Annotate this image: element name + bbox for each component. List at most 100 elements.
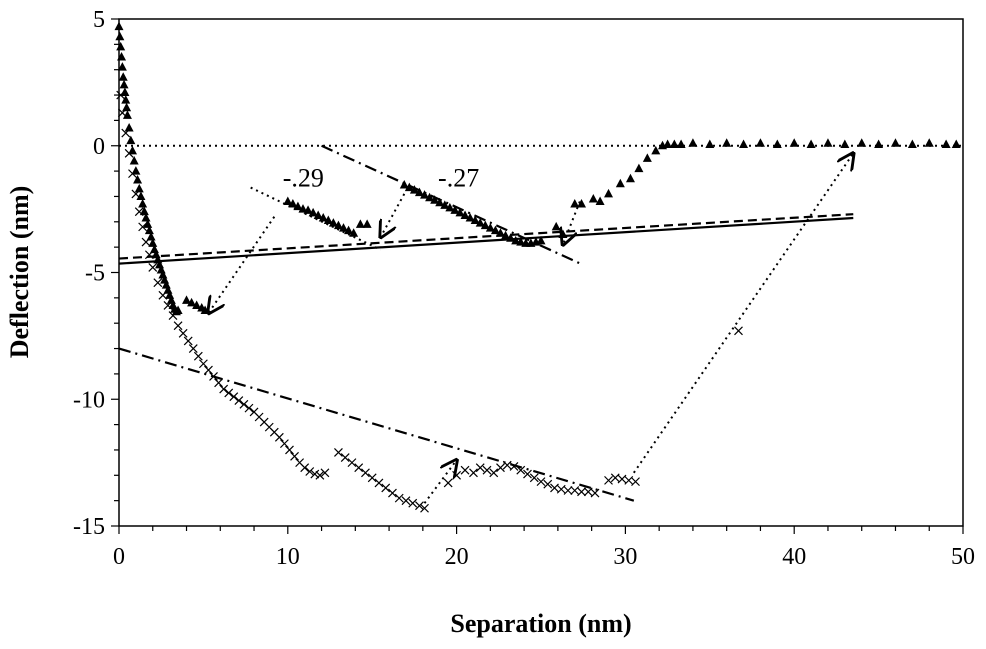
retraction-point bbox=[144, 250, 154, 260]
x-tick-label: 40 bbox=[782, 544, 806, 570]
y-tick-label: 5 bbox=[93, 7, 105, 33]
slope-annotation: -.29 bbox=[283, 163, 324, 192]
approach-point bbox=[136, 191, 146, 200]
approach-point bbox=[118, 72, 128, 81]
y-tick-label: -10 bbox=[73, 387, 105, 413]
retraction-point bbox=[173, 321, 183, 331]
retraction-point bbox=[279, 439, 289, 449]
approach-point bbox=[173, 305, 183, 315]
retraction-point bbox=[367, 473, 377, 483]
retraction-point bbox=[604, 475, 613, 485]
approach-point bbox=[501, 230, 511, 240]
approach-point bbox=[907, 139, 917, 148]
approach-point bbox=[840, 139, 850, 148]
retraction-point bbox=[219, 384, 229, 394]
approach-point bbox=[303, 205, 313, 214]
approach-point bbox=[588, 193, 598, 203]
retraction-point bbox=[158, 290, 168, 300]
retraction-point bbox=[141, 237, 151, 247]
retraction-point bbox=[489, 468, 499, 478]
retraction-point bbox=[523, 469, 532, 479]
approach-point bbox=[789, 138, 799, 147]
approach-point bbox=[440, 200, 450, 209]
approach-point bbox=[516, 237, 526, 246]
approach-point bbox=[577, 199, 587, 208]
approach-point bbox=[318, 212, 328, 222]
retraction-point bbox=[198, 359, 208, 369]
retraction-point bbox=[631, 477, 640, 487]
x-tick-label: 30 bbox=[613, 544, 637, 570]
retraction-point bbox=[315, 470, 325, 480]
arrow-jump-2 bbox=[381, 193, 406, 237]
retraction-point bbox=[452, 470, 462, 480]
retraction-point bbox=[496, 463, 505, 473]
approach-point bbox=[536, 235, 546, 245]
x-tick-label: 0 bbox=[113, 544, 125, 570]
approach-point bbox=[293, 201, 303, 211]
approach-point bbox=[669, 139, 679, 148]
approach-point bbox=[399, 180, 409, 189]
x-tick-label: 20 bbox=[445, 544, 469, 570]
approach-point bbox=[490, 225, 500, 235]
approach-point bbox=[124, 123, 134, 132]
retraction-point bbox=[394, 493, 404, 503]
approach-point bbox=[333, 220, 343, 230]
retraction-point bbox=[138, 222, 148, 232]
approach-point bbox=[133, 174, 143, 184]
retraction-point bbox=[229, 392, 239, 402]
dashed-trend-line bbox=[118, 213, 854, 260]
retraction-point bbox=[381, 483, 391, 493]
approach-point bbox=[139, 206, 149, 216]
retraction-point bbox=[153, 278, 163, 288]
approach-point bbox=[323, 215, 333, 225]
approach-point bbox=[480, 220, 490, 230]
x-tick-label: 10 bbox=[276, 544, 300, 570]
approach-point bbox=[475, 218, 485, 227]
approach-point bbox=[705, 139, 715, 148]
retraction-point bbox=[550, 483, 559, 493]
retraction-point bbox=[482, 465, 492, 475]
approach-point bbox=[308, 207, 318, 217]
approach-point bbox=[117, 62, 127, 71]
approach-point bbox=[460, 210, 470, 219]
approach-point bbox=[187, 297, 197, 307]
y-tick-label: -15 bbox=[73, 514, 105, 540]
retraction-point bbox=[469, 468, 478, 478]
approach-point bbox=[941, 139, 951, 148]
retraction-point bbox=[734, 326, 743, 336]
retraction-point bbox=[556, 484, 566, 494]
approach-point bbox=[722, 138, 732, 147]
approach-point bbox=[470, 215, 480, 225]
retraction-point bbox=[415, 501, 424, 511]
retraction-point bbox=[234, 396, 244, 405]
retraction-point bbox=[388, 488, 397, 498]
retraction-point bbox=[168, 311, 178, 321]
approach-point bbox=[511, 235, 521, 245]
approach-point bbox=[414, 187, 424, 197]
approach-point bbox=[823, 138, 833, 147]
approach-point bbox=[663, 139, 673, 148]
approach-point bbox=[144, 225, 154, 235]
retraction-point bbox=[310, 469, 320, 479]
retraction-point bbox=[163, 301, 173, 310]
approach-point bbox=[119, 79, 129, 89]
approach-point bbox=[874, 139, 884, 148]
approach-point bbox=[642, 153, 652, 162]
approach-point bbox=[806, 139, 816, 148]
retraction-point bbox=[583, 487, 593, 497]
approach-point bbox=[148, 238, 158, 247]
retraction-point bbox=[193, 351, 203, 361]
retraction-point bbox=[617, 474, 627, 484]
plot-frame bbox=[118, 18, 964, 527]
y-tick-label: -5 bbox=[85, 261, 105, 287]
approach-point bbox=[676, 139, 686, 148]
approach-point bbox=[116, 41, 126, 51]
slope-annotation: -.27 bbox=[438, 163, 479, 192]
approach-point bbox=[129, 155, 139, 165]
approach-point bbox=[141, 212, 151, 222]
solid-trend-line bbox=[118, 216, 854, 265]
retraction-point bbox=[274, 432, 284, 442]
arrow-jump-1 bbox=[208, 216, 276, 313]
approach-point bbox=[313, 210, 323, 219]
approach-point bbox=[349, 228, 359, 237]
